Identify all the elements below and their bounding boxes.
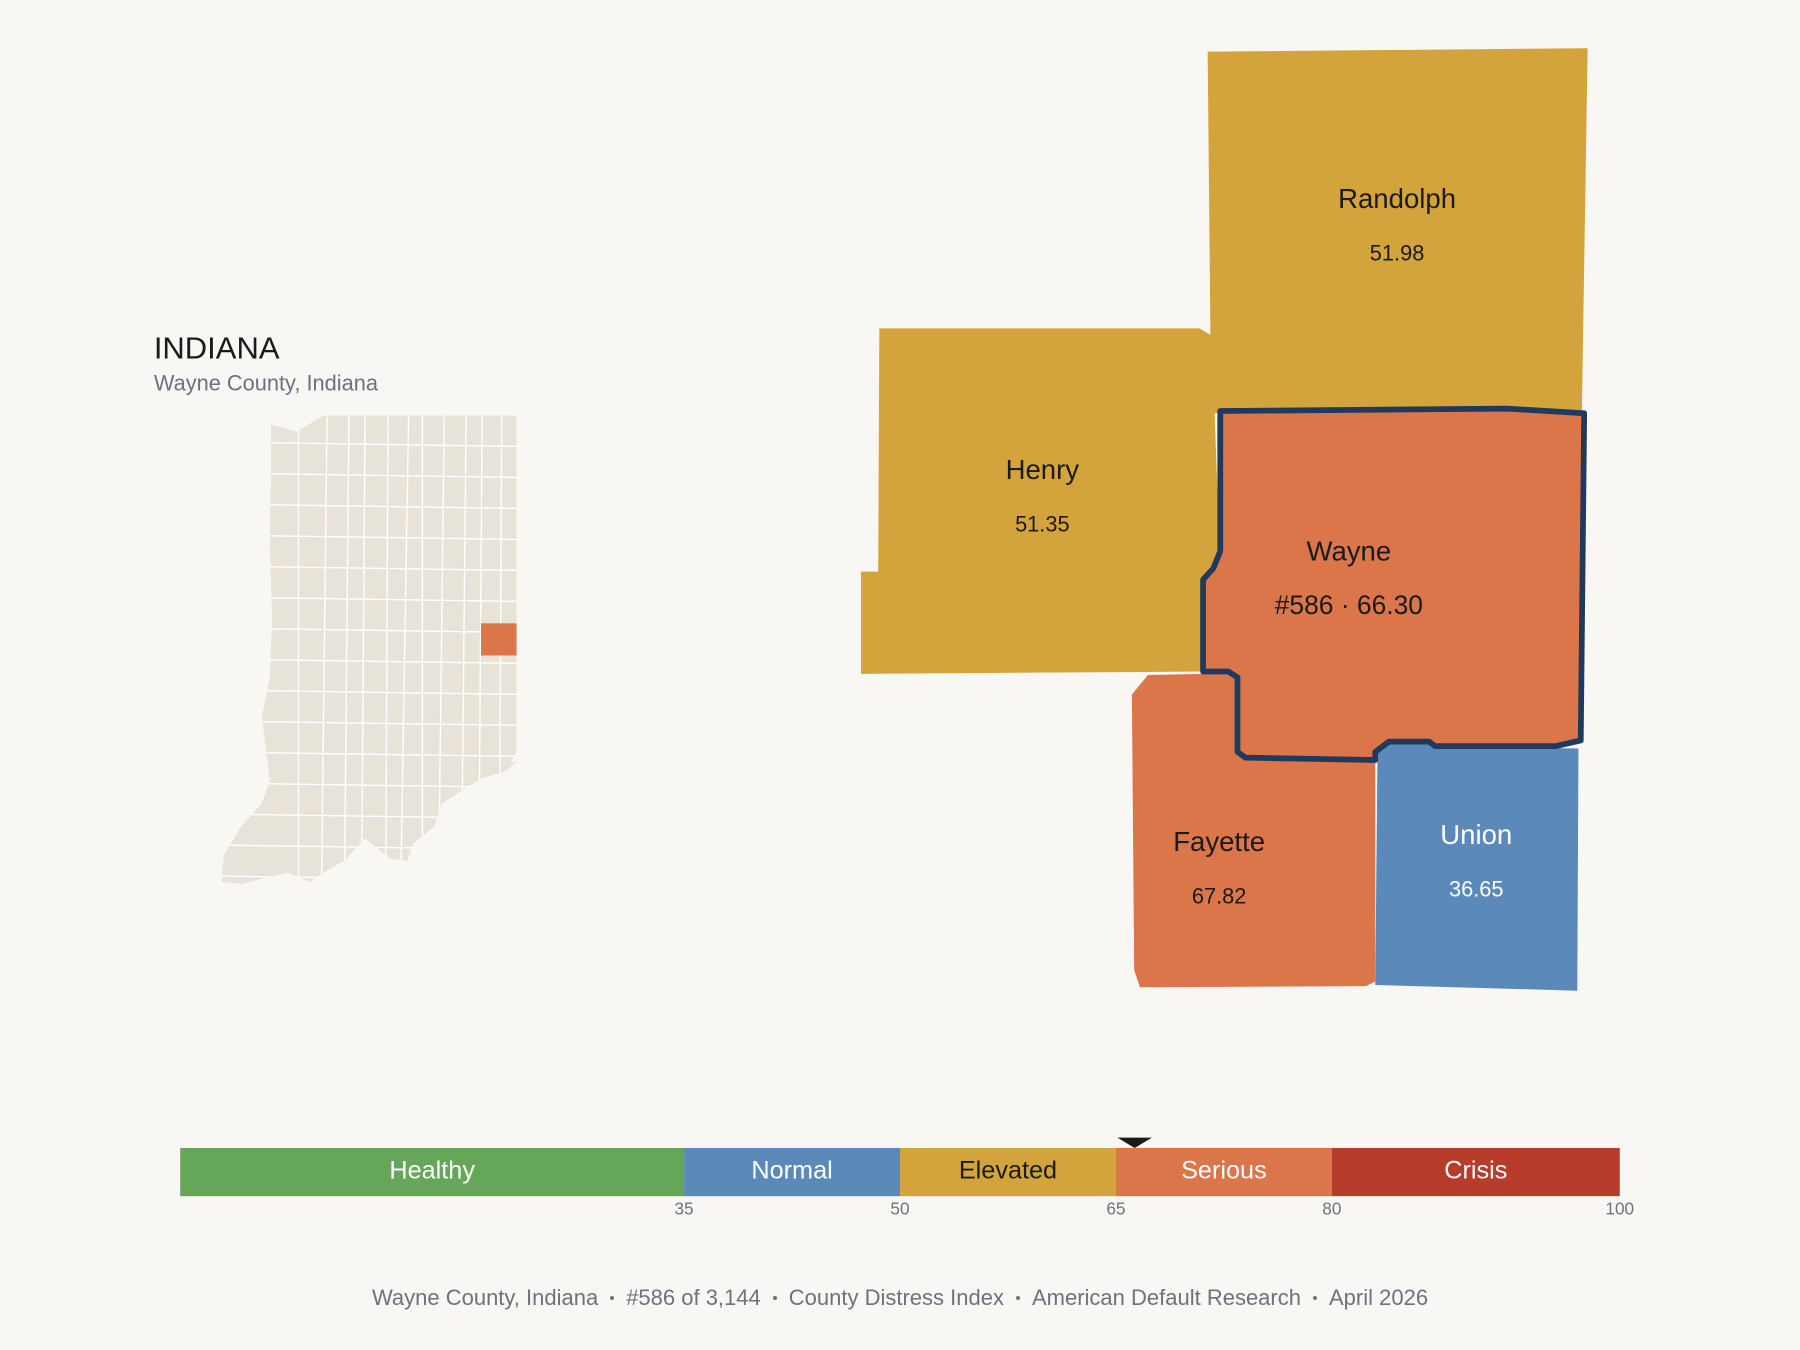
county-border (343, 415, 350, 884)
county-border (437, 415, 445, 884)
scale-segment (1331, 1147, 1620, 1197)
scale-tick-label: 65 (1106, 1198, 1125, 1218)
scale-segment-label: Serious (1181, 1157, 1267, 1185)
scale-tick-label: 35 (674, 1198, 693, 1218)
county-name: Wayne (1306, 536, 1391, 567)
inset-highlight (480, 623, 518, 656)
county-value: 67.82 (1192, 883, 1247, 908)
county-name: Randolph (1338, 183, 1456, 214)
footer-item: April 2026 (1328, 1285, 1429, 1310)
separator (610, 1296, 615, 1300)
separator (1015, 1296, 1020, 1300)
county-shape (1200, 405, 1588, 763)
county-shape (1131, 673, 1376, 988)
separator (1312, 1296, 1317, 1300)
distress-scale: Healthy Normal Elevated Serious Crisis 35 50 65… (180, 1137, 1634, 1218)
scale-tick-label: 50 (890, 1198, 909, 1218)
state-inset (221, 415, 519, 884)
scale-segment (1115, 1147, 1332, 1197)
state-title: INDIANA (154, 330, 280, 365)
scale-tick-label: 80 (1322, 1198, 1341, 1218)
county-border (399, 415, 410, 884)
county-value: #586 · 66.30 (1275, 590, 1423, 620)
footer-item: American Default Research (1031, 1285, 1301, 1310)
scale-segment (900, 1147, 1116, 1197)
county-shape (860, 328, 1220, 674)
county-name: Henry (1006, 454, 1080, 485)
scale-segment-label: Crisis (1444, 1157, 1507, 1185)
scale-segment (180, 1147, 685, 1197)
county-value: 51.98 (1370, 241, 1425, 266)
county-border (320, 415, 328, 884)
scale-segment-label: Normal (751, 1157, 832, 1185)
county-border (360, 415, 366, 884)
scale-segment (684, 1147, 900, 1197)
footer-item: County Distress Index (788, 1285, 1004, 1310)
state-subtitle: Wayne County, Indiana (154, 370, 379, 395)
scale-tick-label: 100 (1605, 1198, 1634, 1218)
separator (772, 1296, 777, 1300)
county-labels: Randolph 51.98 Henry 51.35 Wayne #586 · 66.30… (1006, 183, 1513, 908)
county-border (385, 415, 389, 884)
county-value: 36.65 (1449, 877, 1504, 902)
footer: Wayne County, Indiana #586 of 3,144 County… (0, 1285, 1800, 1311)
scale-segment-label: Elevated (959, 1157, 1057, 1185)
counties (860, 48, 1588, 991)
footer-item: Wayne County, Indiana (371, 1285, 599, 1310)
footer-item: #586 of 3,144 (626, 1285, 761, 1310)
county-name: Fayette (1173, 826, 1265, 857)
county-shape (1207, 48, 1588, 414)
county-name: Union (1440, 819, 1512, 850)
scale-marker (1117, 1137, 1152, 1148)
county-shape (1375, 741, 1579, 991)
scale-segment-label: Healthy (389, 1157, 475, 1185)
county-value: 51.35 (1015, 512, 1070, 537)
